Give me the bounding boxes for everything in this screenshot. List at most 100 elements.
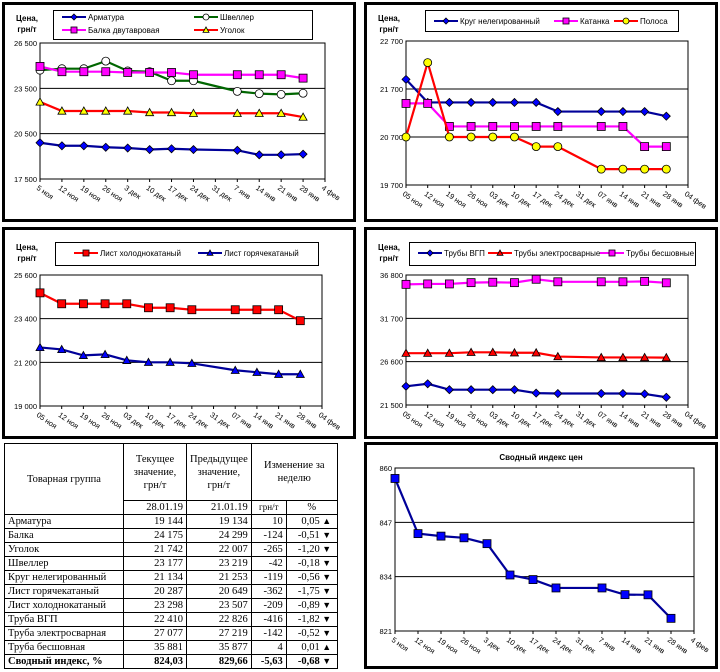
y-axis-label: Цена, грн/т [373, 13, 405, 35]
legend-label: Трубы электросварные [514, 248, 601, 258]
marker-square [274, 305, 284, 315]
series-Балка-двутавровая [35, 62, 308, 83]
x-tick-label: 4 фев [320, 183, 342, 202]
row-pct: -1,75 ▼ [285, 584, 338, 599]
row-pct-value: -0,18 [297, 558, 320, 569]
x-tick-label: 04 фев [683, 409, 708, 431]
legend-item: Трубы ВГП [418, 248, 485, 258]
x-tick-label: 17 дек [166, 183, 190, 204]
marker-circle [640, 164, 650, 174]
marker-square [230, 305, 240, 315]
x-tick-label: 26 ноя [466, 409, 490, 429]
marker-diamond [166, 144, 177, 154]
marker-square [254, 70, 264, 80]
y-tick-label: 26 500 [14, 39, 37, 48]
row-pct: 0,01 ▲ [285, 640, 338, 655]
marker-triangle [100, 349, 110, 358]
table-row: Лист холоднокатаный 23 298 23 507 -209 -0,89… [4, 598, 338, 613]
row-current: 23 298 [123, 598, 187, 613]
marker-circle [232, 86, 242, 96]
row-current: 19 144 [123, 514, 187, 529]
row-abs: -5,63 [250, 654, 287, 669]
marker-triangle [252, 367, 262, 376]
marker-triangle [254, 108, 264, 117]
marker-square [466, 122, 476, 131]
x-tick-label: 07 янв [596, 409, 620, 429]
marker-circle [661, 164, 671, 174]
row-pct-value: -0,89 [297, 600, 320, 611]
x-tick-label: 24 дек [553, 189, 577, 210]
y-label-line1: Цена, [16, 14, 38, 23]
row-previous: 22 826 [186, 612, 252, 627]
row-previous: 21 253 [186, 570, 252, 585]
x-tick-label: 17 дек [528, 635, 552, 656]
marker-diamond [488, 97, 498, 108]
marker-diamond [596, 106, 606, 117]
x-tick-label: 26 ноя [101, 183, 125, 203]
marker-triangle [144, 107, 155, 117]
x-tick-label: 07 янв [596, 189, 620, 209]
series-Арматура [35, 138, 308, 160]
row-abs: -209 [250, 598, 287, 613]
marker-square [666, 613, 676, 623]
row-name: Уголок [4, 542, 124, 557]
chart-plot: 821 834 847 860 5 ноя 12 ноя 19 ноя 26 ноя 3 дек… [379, 464, 711, 656]
plot-area [405, 40, 689, 186]
x-tick-label: 4 фев [689, 635, 711, 654]
x-tick-label: 31 дек [574, 409, 598, 430]
y-tick-label: 21 200 [14, 358, 37, 367]
legend-item: Лист холоднокатаный [74, 248, 181, 258]
marker-circle [101, 56, 111, 66]
marker-square [57, 67, 67, 77]
marker-square [596, 277, 606, 287]
marker-square [423, 279, 433, 289]
row-current: 24 175 [123, 528, 187, 543]
chart-title: Сводный индекс цен [499, 453, 583, 462]
y-label-line2: грн/т [379, 254, 399, 263]
unit-pct: % [285, 500, 338, 515]
x-tick-label: 31 дек [574, 635, 598, 656]
legend-swatch-graphic [74, 249, 98, 257]
marker-square [145, 68, 155, 77]
y-tick-label: 21 700 [380, 85, 403, 94]
row-previous: 20 649 [186, 584, 252, 599]
row-previous: 829,66 [186, 654, 252, 669]
arrow-down-icon: ▼ [322, 544, 332, 554]
x-tick-label: 5 ноя [35, 183, 55, 201]
row-name: Лист горячекатаный [4, 584, 124, 599]
unit-abs: грн/т [250, 500, 287, 515]
x-tick-label: 24 дек [553, 409, 577, 430]
x-tick-label: 31 дек [210, 183, 234, 204]
legend: Арматура Швеллер Балка двутавровая Уголо… [53, 10, 313, 40]
legend-swatch [600, 248, 624, 258]
x-tick-label: 21 янв [639, 409, 663, 429]
marker-triangle [509, 347, 520, 357]
marker-square [488, 277, 498, 287]
marker-circle [298, 88, 308, 98]
legend-item: Балка двутавровая [62, 25, 160, 35]
marker-circle [488, 132, 498, 142]
legend-item: Арматура [62, 12, 124, 22]
marker-diamond [488, 385, 498, 395]
x-tick-label: 5 ноя [390, 635, 410, 653]
legend-swatch-graphic [194, 26, 218, 33]
marker-diamond [553, 106, 563, 117]
marker-circle [423, 58, 433, 67]
row-pct: 0,05 ▲ [285, 514, 338, 529]
y-tick-label: 860 [379, 464, 392, 473]
marker-diamond [35, 138, 45, 148]
marker-square [466, 278, 476, 288]
marker-triangle [78, 350, 89, 359]
x-tick-label: 28 янв [666, 635, 690, 655]
legend-label: Трубы ВГП [444, 248, 485, 258]
marker-triangle [202, 26, 210, 33]
marker-square [661, 142, 671, 152]
marker-square [562, 17, 570, 25]
row-pct: -0,68 ▼ [285, 654, 338, 669]
row-pct-value: -1,82 [297, 614, 320, 625]
legend-swatch-graphic [62, 26, 86, 34]
table-row: Лист горячекатаный 20 287 20 649 -362 -1,75 ▼ [4, 584, 338, 599]
marker-diamond [444, 97, 454, 108]
legend-swatch [614, 16, 638, 26]
